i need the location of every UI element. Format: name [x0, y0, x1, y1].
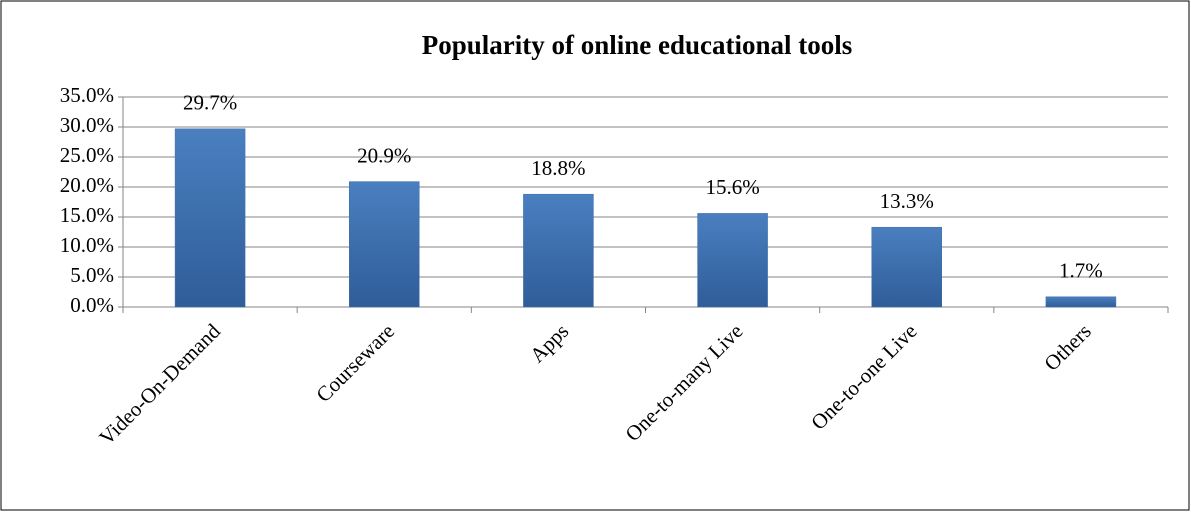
value-label: 20.9%	[357, 143, 411, 167]
y-tick-label: 0.0%	[70, 293, 114, 317]
y-tick-label: 10.0%	[60, 233, 114, 257]
bar	[1045, 296, 1117, 308]
value-label: 13.3%	[880, 189, 934, 213]
bar	[349, 181, 420, 308]
bar	[871, 226, 942, 308]
bar	[523, 193, 594, 308]
y-tick-label: 20.0%	[60, 173, 114, 197]
y-tick-label: 30.0%	[60, 113, 114, 137]
y-tick-label: 5.0%	[70, 263, 114, 287]
y-tick-label: 15.0%	[60, 203, 114, 227]
value-label: 1.7%	[1059, 259, 1103, 283]
bar	[174, 128, 246, 308]
value-label: 18.8%	[531, 156, 585, 180]
value-label: 29.7%	[183, 91, 237, 115]
chart-title: Popularity of online educational tools	[422, 30, 853, 60]
y-tick-label: 25.0%	[60, 143, 114, 167]
value-label: 15.6%	[705, 175, 759, 199]
y-tick-label: 35.0%	[60, 83, 114, 107]
bar	[697, 213, 768, 308]
